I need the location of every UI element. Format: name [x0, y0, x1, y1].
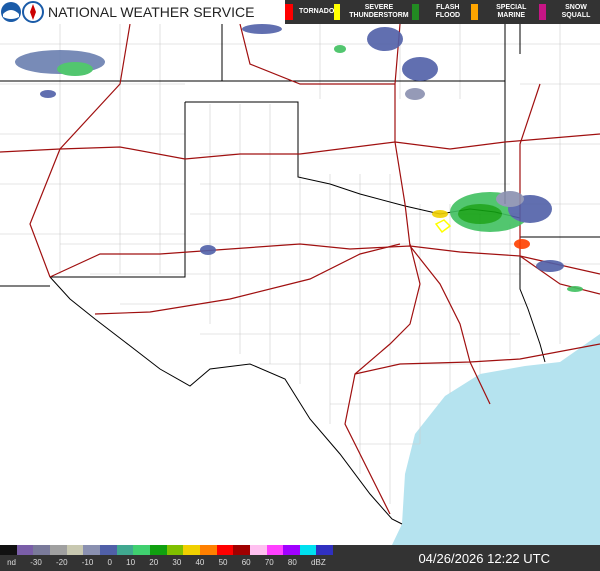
- brand: NATIONAL WEATHER SERVICE: [0, 0, 290, 24]
- scale-label: -20: [55, 558, 68, 567]
- scale-color-cell: [299, 545, 317, 555]
- scale-color-cell: [316, 545, 334, 555]
- scale-label: 60: [241, 558, 251, 567]
- header: NATIONAL WEATHER SERVICE TORNADO SEVERE T…: [0, 0, 600, 24]
- legend-label: FLASH FLOOD: [435, 4, 461, 19]
- scale-label: -30: [30, 558, 42, 567]
- scale-color-cell: [166, 545, 184, 555]
- scale-color-cell: [216, 545, 234, 555]
- scale-color-cell: [33, 545, 50, 555]
- scale-color-cell: [0, 545, 17, 555]
- interstates: [0, 24, 600, 515]
- scale-label: 70: [264, 558, 274, 567]
- legend-swatch: [411, 4, 420, 20]
- legend-label: TORNADO: [299, 8, 335, 15]
- scale-label: 80: [287, 558, 297, 567]
- scale-color-cell: [199, 545, 217, 555]
- scale-label: 0: [107, 558, 112, 567]
- scale-color-cell: [49, 545, 67, 555]
- scale-label: 40: [195, 558, 205, 567]
- reflectivity-color-scale: [0, 545, 334, 555]
- scale-color-cell: [83, 545, 100, 555]
- scale-label: dBZ: [311, 558, 326, 567]
- scale-color-cell: [99, 545, 117, 555]
- scale-color-cell: [149, 545, 167, 555]
- legend-item: SEVERE THUNDERSTORM: [334, 4, 411, 20]
- radar-echoes: [15, 24, 583, 292]
- scale-color-cell: [133, 545, 150, 555]
- legend-label: SPECIAL MARINE: [496, 4, 527, 19]
- scale-color-cell: [233, 545, 250, 555]
- scale-color-cell: [283, 545, 300, 555]
- noaa-logo: [1, 1, 44, 23]
- legend-item: FLASH FLOOD: [411, 4, 471, 20]
- header-title: NATIONAL WEATHER SERVICE: [48, 4, 255, 20]
- legend-label: SNOW SQUALL: [561, 4, 591, 19]
- gulf-water: [392, 334, 600, 545]
- scale-label: nd: [7, 558, 16, 567]
- timestamp: 04/26/2026 12:22 UTC: [418, 551, 550, 566]
- scale-color-cell: [16, 545, 34, 555]
- scale-color-cell: [266, 545, 284, 555]
- warnings-legend: TORNADO SEVERE THUNDERSTORM FLASH FLOOD SPE…: [285, 0, 600, 24]
- legend-swatch: [334, 4, 341, 20]
- scale-color-cell: [66, 545, 84, 555]
- footer-bar: nd -30 -20 -10 0 10 20 30 40 50 60 70 80 dBZ 04/26/20…: [0, 545, 600, 571]
- reflectivity-scale-labels: nd -30 -20 -10 0 10 20 30 40 50 60 70 80 dBZ: [0, 558, 333, 567]
- scale-label: 20: [149, 558, 159, 567]
- scale-label: -10: [81, 558, 94, 567]
- legend-label: SEVERE THUNDERSTORM: [349, 4, 409, 19]
- legend-swatch: [470, 4, 478, 20]
- legend-item: SPECIAL MARINE: [470, 4, 539, 20]
- legend-swatch: [538, 4, 546, 20]
- scale-label: 30: [172, 558, 182, 567]
- legend-swatch: [285, 4, 293, 20]
- scale-color-cell: [249, 545, 267, 555]
- scale-color-cell: [116, 545, 134, 555]
- scale-label: 50: [218, 558, 228, 567]
- legend-item: SNOW SQUALL: [538, 4, 600, 20]
- severe-thunderstorm-warning-polygon: [434, 219, 452, 234]
- radar-map[interactable]: [0, 24, 600, 545]
- scale-color-cell: [183, 545, 200, 555]
- legend-item: TORNADO: [285, 4, 334, 20]
- scale-label: 10: [126, 558, 136, 567]
